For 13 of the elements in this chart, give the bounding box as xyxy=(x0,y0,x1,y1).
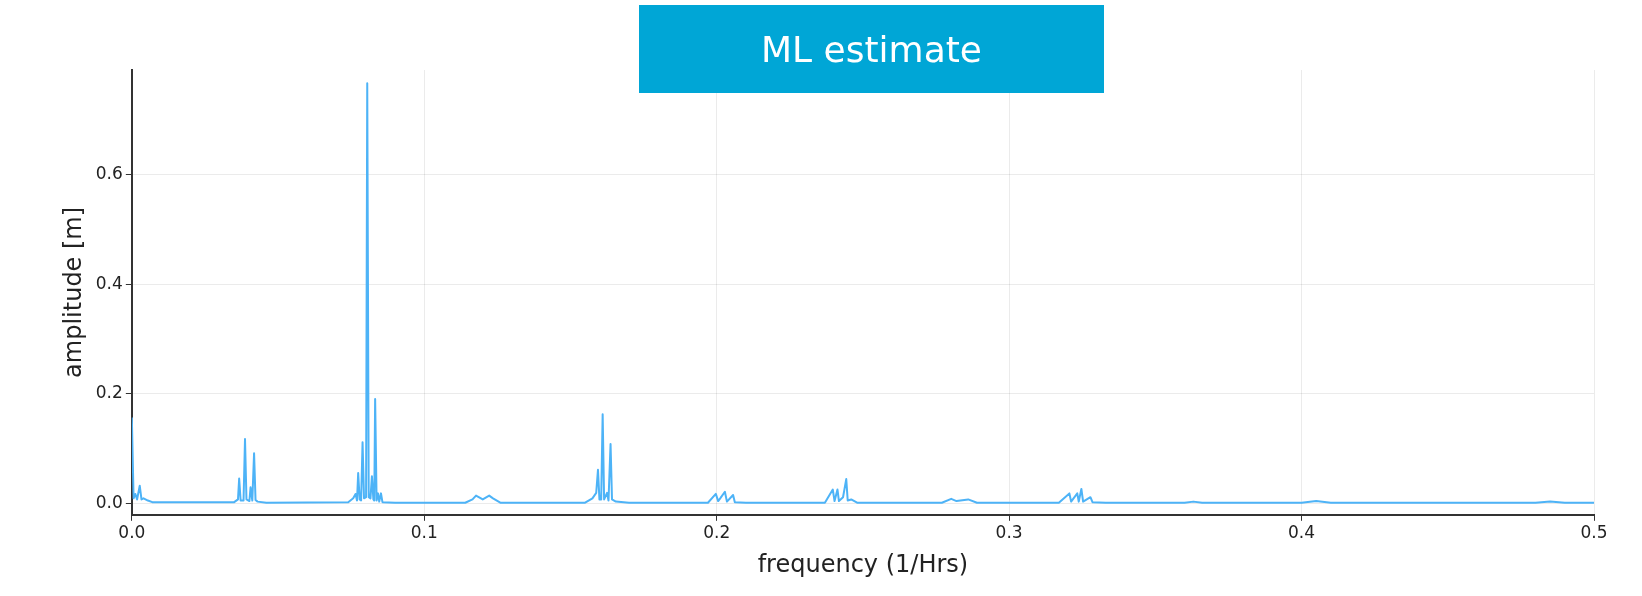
x-tick-label: 0.0 xyxy=(118,522,146,543)
x-tick-label: 0.5 xyxy=(1580,522,1608,543)
chart-title: ML estimate xyxy=(761,28,982,70)
y-tick-label: 0.6 xyxy=(95,162,123,183)
x-tick-label: 0.4 xyxy=(1288,522,1316,543)
x-axis-title: frequency (1/Hrs) xyxy=(757,549,969,578)
y-tick-label: 0.4 xyxy=(95,272,123,293)
y-tick-label: 0.2 xyxy=(95,382,123,403)
x-tick-label: 0.1 xyxy=(410,522,438,543)
x-tick-label: 0.3 xyxy=(995,522,1023,543)
y-axis-title: amplitude [m] xyxy=(58,206,87,378)
y-tick-label: 0.0 xyxy=(95,492,123,513)
x-tick-label: 0.2 xyxy=(703,522,731,543)
